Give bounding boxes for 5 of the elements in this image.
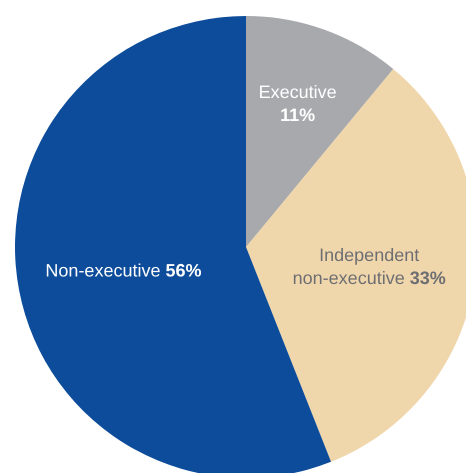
data-label: 33% <box>410 268 446 288</box>
slice-label: Executive <box>258 82 337 102</box>
data-label: 56% <box>165 260 202 280</box>
slice-label: Non-executive <box>45 260 160 280</box>
data-label: 11% <box>280 105 316 126</box>
